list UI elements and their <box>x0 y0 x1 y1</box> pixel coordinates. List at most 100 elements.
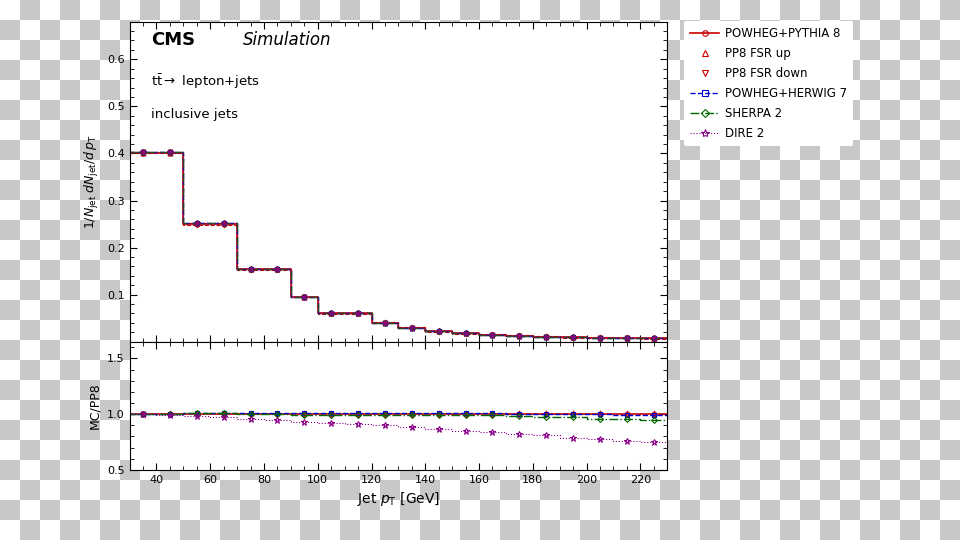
Bar <box>180 520 200 540</box>
Bar <box>840 380 860 400</box>
Bar <box>20 240 40 260</box>
Bar <box>840 320 860 340</box>
Bar <box>660 280 680 300</box>
Bar <box>320 420 340 440</box>
Bar <box>820 480 840 500</box>
Bar <box>100 0 120 20</box>
Bar <box>360 200 380 220</box>
Bar <box>640 460 660 480</box>
Bar <box>760 460 780 480</box>
Bar <box>380 40 400 60</box>
Bar <box>880 0 900 20</box>
Bar <box>420 520 440 540</box>
Bar <box>820 340 840 360</box>
Bar <box>940 0 960 20</box>
Bar <box>800 40 820 60</box>
Bar <box>560 360 580 380</box>
Bar <box>400 460 420 480</box>
Bar <box>180 320 200 340</box>
Bar <box>60 340 80 360</box>
Bar <box>920 360 940 380</box>
Bar <box>620 0 640 20</box>
Bar <box>400 260 420 280</box>
Bar <box>360 40 380 60</box>
Bar <box>540 60 560 80</box>
Bar <box>600 340 620 360</box>
Bar <box>60 260 80 280</box>
Bar <box>540 260 560 280</box>
Bar <box>420 380 440 400</box>
Bar <box>760 0 780 20</box>
Bar <box>900 40 920 60</box>
Bar <box>280 280 300 300</box>
Bar <box>160 420 180 440</box>
Bar <box>700 340 720 360</box>
Bar <box>680 400 700 420</box>
Bar <box>400 120 420 140</box>
Bar <box>120 160 140 180</box>
Bar <box>420 180 440 200</box>
Bar <box>520 180 540 200</box>
Bar <box>860 360 880 380</box>
Bar <box>920 420 940 440</box>
Bar <box>560 500 580 520</box>
Bar <box>680 120 700 140</box>
Bar <box>740 180 760 200</box>
Bar <box>580 340 600 360</box>
Bar <box>260 120 280 140</box>
Bar <box>420 20 440 40</box>
Bar <box>940 440 960 460</box>
Bar <box>420 480 440 500</box>
Bar <box>380 180 400 200</box>
Bar <box>720 240 740 260</box>
Bar <box>160 520 180 540</box>
Bar <box>720 80 740 100</box>
Bar <box>640 140 660 160</box>
Bar <box>320 360 340 380</box>
Bar <box>660 340 680 360</box>
Bar <box>580 100 600 120</box>
Bar <box>920 440 940 460</box>
Bar <box>60 460 80 480</box>
Bar <box>420 80 440 100</box>
Bar <box>820 160 840 180</box>
Bar <box>660 80 680 100</box>
Bar <box>800 0 820 20</box>
Bar <box>0 60 20 80</box>
Bar <box>60 140 80 160</box>
Bar <box>120 320 140 340</box>
Bar <box>0 160 20 180</box>
Bar <box>640 260 660 280</box>
Bar <box>580 60 600 80</box>
Bar <box>480 460 500 480</box>
Bar <box>80 460 100 480</box>
Bar <box>820 180 840 200</box>
Bar <box>380 220 400 240</box>
Bar <box>500 60 520 80</box>
Bar <box>420 260 440 280</box>
Bar <box>300 460 320 480</box>
Bar <box>780 120 800 140</box>
Bar <box>540 20 560 40</box>
Bar <box>160 100 180 120</box>
Bar <box>880 60 900 80</box>
Bar <box>300 120 320 140</box>
Bar <box>0 380 20 400</box>
Bar <box>140 120 160 140</box>
Bar <box>440 100 460 120</box>
Bar <box>700 220 720 240</box>
Bar <box>40 280 60 300</box>
Bar <box>900 180 920 200</box>
Bar <box>680 440 700 460</box>
Bar <box>760 380 780 400</box>
Bar <box>400 220 420 240</box>
Bar <box>180 80 200 100</box>
Bar <box>200 80 220 100</box>
Bar <box>300 320 320 340</box>
Bar <box>400 80 420 100</box>
Bar <box>300 0 320 20</box>
Bar <box>220 440 240 460</box>
Bar <box>240 200 260 220</box>
Bar <box>640 280 660 300</box>
Bar <box>320 460 340 480</box>
